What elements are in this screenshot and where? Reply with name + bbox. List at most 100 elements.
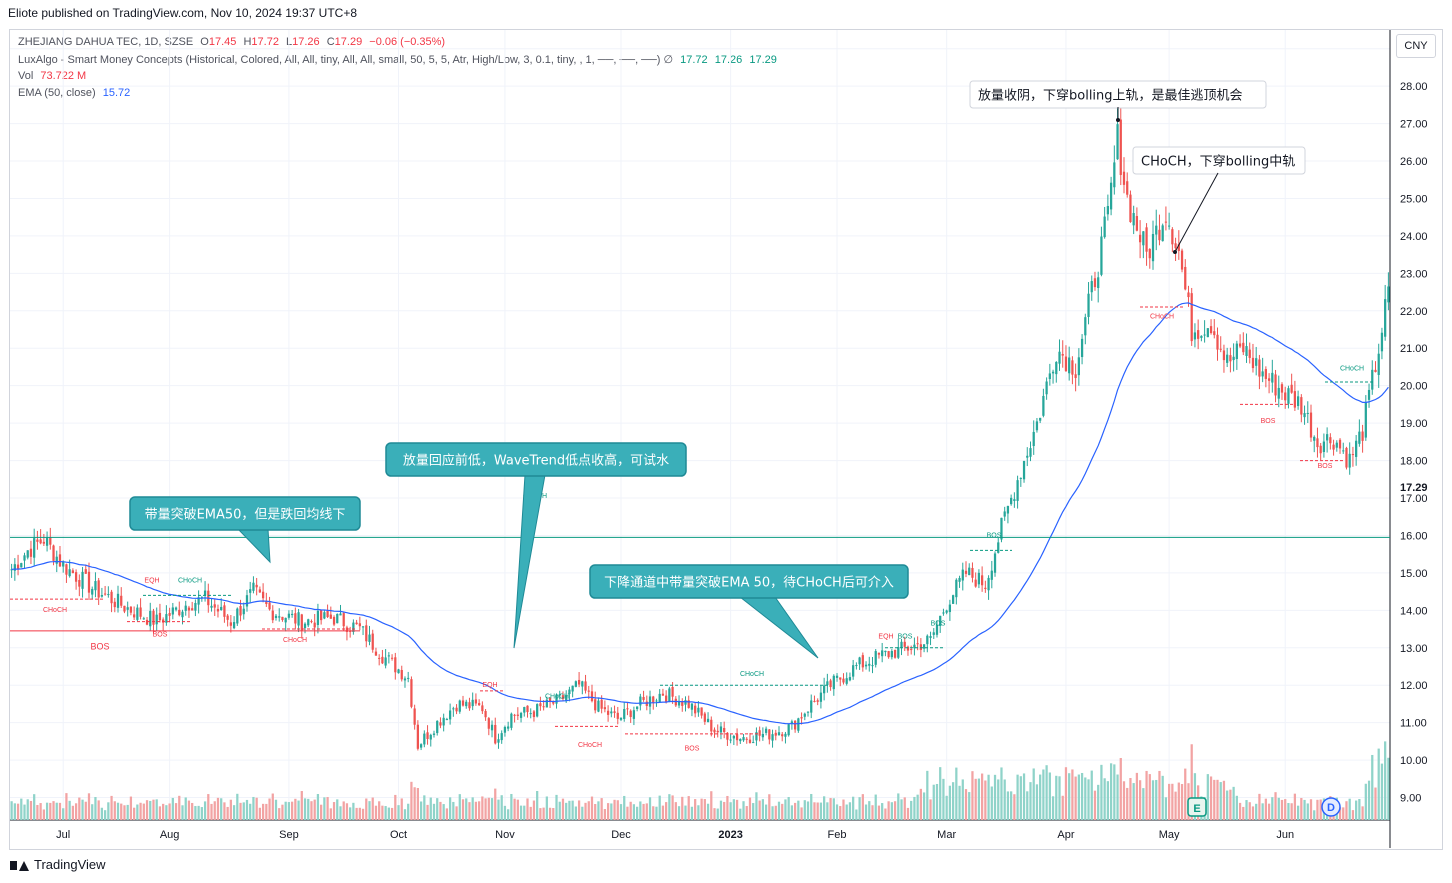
volume-bar xyxy=(478,801,481,820)
volume-bar xyxy=(1300,797,1303,820)
volume-bar xyxy=(487,797,490,820)
volume-bar xyxy=(1355,800,1358,820)
volume-bar xyxy=(1258,793,1261,820)
volume-bar xyxy=(81,799,84,820)
candle-body xyxy=(274,615,278,619)
candle-body xyxy=(249,589,252,593)
candle-body xyxy=(316,610,320,625)
candle-body xyxy=(116,593,120,608)
volume-bar xyxy=(429,797,432,820)
volume-bar xyxy=(752,803,755,820)
volume-bar xyxy=(16,803,20,820)
volume-bar xyxy=(1316,799,1319,820)
volume-bar xyxy=(1238,802,1242,820)
volume-bar xyxy=(581,806,584,820)
candle-body xyxy=(178,609,181,616)
candle-body xyxy=(958,577,961,582)
time-tick-label: Nov xyxy=(495,829,515,841)
volume-bar xyxy=(922,792,926,820)
volume-bar xyxy=(1080,772,1084,820)
candle-body xyxy=(864,664,868,667)
volume-bar xyxy=(452,801,455,820)
volume-bar xyxy=(584,802,587,820)
candle-body xyxy=(45,537,49,546)
candle-body xyxy=(706,718,710,723)
volume-bar xyxy=(552,807,555,820)
volume-bar xyxy=(358,807,361,820)
candle-body xyxy=(987,577,990,591)
callout-box xyxy=(129,496,361,531)
volume-bar xyxy=(1180,784,1184,820)
candle-body xyxy=(990,570,993,580)
volume-bar xyxy=(1013,794,1016,820)
smc-value-2: 17.26 xyxy=(714,54,743,66)
symbol-legend[interactable]: ZHEJIANG DAHUA TEC, 1D, SZSE O17.45 H17.… xyxy=(18,36,449,48)
volume-bar xyxy=(100,807,104,820)
volume-bar xyxy=(439,801,442,820)
volume-bar xyxy=(1135,772,1139,820)
candle-body xyxy=(1003,511,1006,517)
candle-body xyxy=(929,636,932,638)
volume-bar xyxy=(229,799,232,820)
volume-bar xyxy=(884,808,887,820)
currency-button[interactable]: CNY xyxy=(1396,34,1436,58)
volume-bar xyxy=(713,808,716,820)
volume-bar xyxy=(958,785,961,820)
volume-bar xyxy=(329,808,332,820)
bos-label: BOS xyxy=(153,632,168,639)
candle-body xyxy=(1203,334,1206,336)
volume-bar xyxy=(735,799,739,820)
volume-bar xyxy=(471,797,474,820)
price-tick-label: 10.00 xyxy=(1400,755,1428,767)
candle-body xyxy=(49,537,52,545)
volume-bar xyxy=(497,799,500,820)
ema-legend[interactable]: EMA (50, close) 15.72 xyxy=(18,87,134,99)
candle-body xyxy=(1126,181,1129,195)
tradingview-footer[interactable]: TradingView xyxy=(10,857,106,872)
volume-bar xyxy=(419,801,423,820)
smc-indicator-legend[interactable]: LuxAlgo - Smart Money Concepts (Historic… xyxy=(18,53,781,66)
candle-body xyxy=(942,612,945,614)
note-box-rect xyxy=(1132,146,1306,175)
candle-body xyxy=(980,575,984,586)
price-tick-label: 21.00 xyxy=(1400,343,1428,355)
volume-bar xyxy=(868,801,871,820)
candle-body xyxy=(1313,436,1316,441)
volume-bar xyxy=(926,770,929,820)
candle-body xyxy=(26,550,29,558)
volume-bar xyxy=(971,771,974,820)
candle-body xyxy=(145,619,149,625)
candle-body xyxy=(1264,369,1267,379)
volume-bar xyxy=(313,799,316,820)
candle-body xyxy=(777,732,781,736)
candle-body xyxy=(255,584,258,588)
volume-bar xyxy=(1274,792,1277,820)
volume-bar xyxy=(123,805,126,820)
candle-body xyxy=(1048,373,1051,380)
volume-bar xyxy=(1064,767,1068,820)
volume-bar xyxy=(136,804,139,820)
volume-bar xyxy=(529,806,532,820)
candle-body xyxy=(142,618,145,620)
volume-bar xyxy=(877,805,881,820)
candle-body xyxy=(136,607,139,620)
candle-body xyxy=(732,735,735,739)
volume-bar xyxy=(342,801,345,820)
candle-body xyxy=(1042,395,1045,416)
candle-body xyxy=(265,600,268,604)
volume-bar xyxy=(1358,798,1361,820)
volume-bar xyxy=(726,795,729,820)
candle-body xyxy=(1090,281,1093,293)
volume-bar xyxy=(1100,764,1103,820)
volume-bar xyxy=(1145,770,1148,820)
candle-body xyxy=(1161,225,1164,242)
candle-body xyxy=(813,700,816,702)
candle-body xyxy=(455,707,458,712)
volume-bar xyxy=(284,801,287,820)
volume-bar xyxy=(732,799,735,820)
candle-body xyxy=(1100,236,1103,275)
candle-body xyxy=(1209,326,1213,334)
grid-lines xyxy=(10,30,1390,820)
candle-body xyxy=(429,734,432,740)
